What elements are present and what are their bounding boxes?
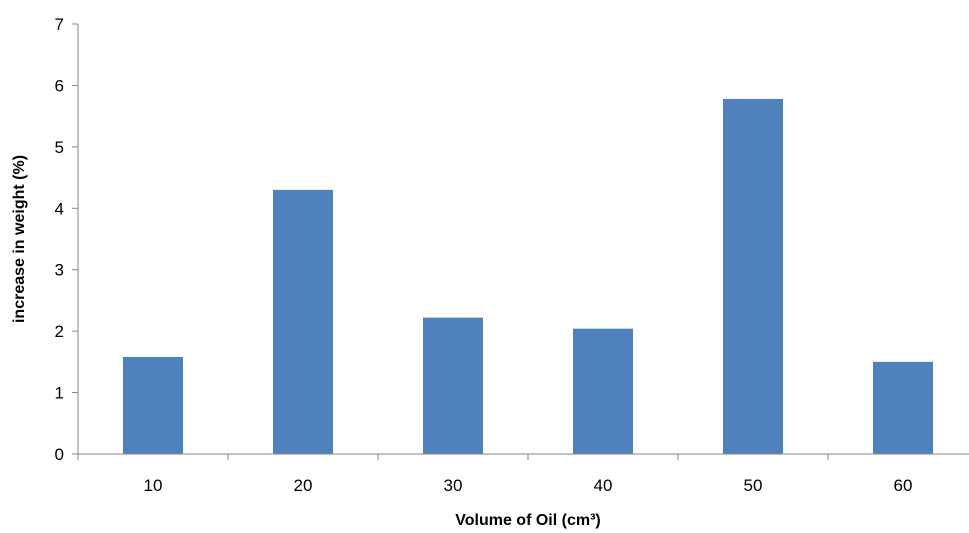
y-ticks-group: 0 1 2 3 4 5 6 7	[55, 15, 78, 464]
x-tick-label: 50	[744, 476, 763, 495]
y-tick-label: 5	[55, 138, 64, 157]
x-tick-label: 10	[144, 476, 163, 495]
y-tick-label: 3	[55, 261, 64, 280]
x-axis-title: Volume of Oil (cm³)	[455, 512, 600, 529]
y-tick-label: 2	[55, 322, 64, 341]
x-tick-label: 30	[444, 476, 463, 495]
x-tick-label: 40	[594, 476, 613, 495]
bar-60	[873, 361, 933, 454]
bar-10	[123, 356, 183, 454]
bar-40	[573, 328, 633, 454]
y-axis-title: increase in weight (%)	[11, 155, 28, 323]
bars-group	[123, 98, 933, 454]
y-tick-label: 0	[55, 445, 64, 464]
bar-50	[723, 98, 783, 454]
x-ticks-group: 10 20 30 40 50 60	[77, 454, 913, 495]
y-tick-label: 1	[55, 384, 64, 403]
y-tick-label: 6	[55, 76, 64, 95]
bar-20	[273, 189, 333, 454]
axes-group	[77, 24, 969, 455]
y-tick-label: 4	[55, 199, 64, 218]
x-tick-label: 60	[894, 476, 913, 495]
y-tick-label: 7	[55, 15, 64, 34]
x-tick-label: 20	[294, 476, 313, 495]
bar-30	[423, 317, 483, 454]
